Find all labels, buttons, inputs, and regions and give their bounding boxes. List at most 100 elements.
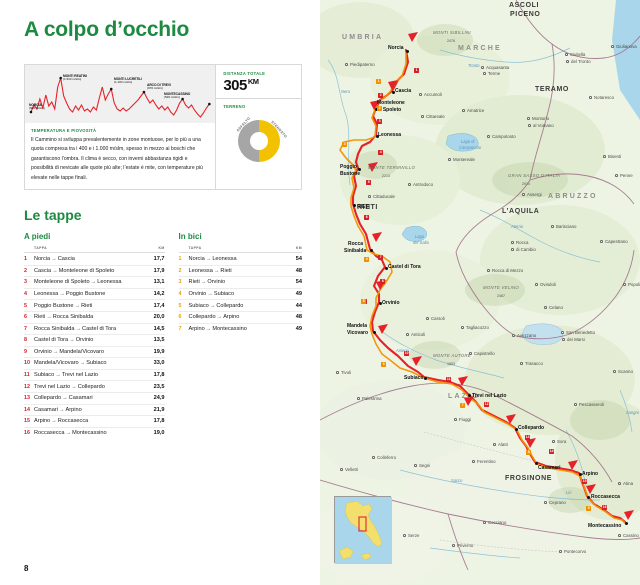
stage-name: Cascia→Monteleone di Spoleto — [34, 267, 145, 275]
distance-value: 305KM — [223, 78, 295, 93]
bike-route-line — [339, 51, 627, 525]
arrow-icon: → — [205, 256, 212, 263]
arrow-icon: → — [65, 429, 72, 436]
map-stage-badge-bike[interactable]: 6 — [381, 362, 387, 368]
list-a-piedi-title: A piedi — [24, 232, 51, 242]
terreno-block: TERRENO ASFALTO STERRATO — [216, 99, 301, 178]
stage-name: Norcia→Leonessa — [189, 255, 282, 263]
table-row[interactable]: 2 Leonessa→Rieti 48 — [178, 266, 302, 278]
stage-to: Cascia — [57, 256, 75, 263]
map-town-dot — [483, 521, 486, 524]
stage-km: 19,9 — [153, 348, 165, 355]
stage-to: Montecassino — [212, 325, 247, 332]
table-row[interactable]: 12 Trevi nel Lazio→Collepardo 23,5 — [24, 381, 165, 394]
map-route-town-dot — [370, 249, 374, 253]
map-route-town-dot — [379, 302, 383, 306]
stage-km: 49 — [295, 325, 302, 332]
stage-km: 13,5 — [153, 337, 165, 344]
table-row[interactable]: 4 Leonessa→Poggio Bustone 14,2 — [24, 289, 165, 301]
table-row[interactable]: 9 Orvinio→Mandela/Vicovaro 19,9 — [24, 347, 165, 359]
map-town-dot — [618, 482, 621, 485]
map-stage-badge-walking[interactable]: 11 — [446, 377, 452, 383]
map-town-dot — [611, 45, 614, 48]
header-km: KM — [295, 246, 302, 251]
stage-number: 4 — [24, 290, 27, 297]
table-row[interactable]: 8 Castel di Tora→Orvinio 13,5 — [24, 335, 165, 347]
table-row[interactable]: 14 Casamari→Arpino 21,9 — [24, 405, 165, 417]
stage-from: Mandela/Vicovaro — [34, 360, 79, 367]
table-row[interactable]: 4 Orvinio→Subiaco 49 — [178, 289, 302, 301]
stage-from: Norcia — [188, 256, 205, 263]
map-stage-badge-walking[interactable]: 10 — [404, 351, 410, 357]
arrow-icon: → — [55, 371, 61, 378]
stage-from: Castel di Tora — [34, 337, 69, 344]
stage-name: Rocca Sinibalda→Castel di Tora — [34, 325, 145, 333]
map-stage-badge-bike[interactable]: 5 — [361, 299, 367, 305]
map-stage-badge-walking[interactable]: 15 — [582, 479, 588, 485]
terreno-label: TERRENO — [223, 104, 246, 109]
infographic-box: NORCIA (600 m/slm) MONTI REATINI (1.510 … — [24, 64, 302, 191]
stage-name: Leonessa→Rieti — [189, 267, 282, 275]
map-stage-badge-walking[interactable]: 12 — [484, 402, 490, 408]
table-row[interactable]: 5 Subiaco→Collepardo 44 — [178, 300, 302, 312]
map-town-dot — [535, 283, 538, 286]
table-row[interactable]: 3 Monteleone di Spoleto→Leonessa 13,1 — [24, 277, 165, 289]
map-town-dot — [426, 317, 429, 320]
table-row[interactable]: 1 Norcia→Cascia 17,7 — [24, 254, 165, 266]
map-town-dot — [562, 338, 565, 341]
map-stage-badge-bike[interactable]: 1 — [376, 79, 382, 85]
stage-km: 17,8 — [153, 418, 165, 425]
stage-km: 49 — [295, 290, 302, 297]
stage-name: Collepardo→Casamari — [34, 394, 145, 402]
map-stage-badge-walking[interactable]: 6 — [364, 215, 370, 221]
map-town-dot — [552, 440, 555, 443]
stage-number: 16 — [24, 429, 30, 436]
table-row[interactable]: 2 Cascia→Monteleone di Spoleto 17,9 — [24, 266, 165, 278]
map-stage-badge-walking[interactable]: 16 — [602, 505, 608, 511]
map-stage-badge-walking[interactable]: 3 — [377, 119, 383, 125]
stage-from: Casamari — [34, 406, 58, 413]
map-stage-badge-bike[interactable]: 4 — [364, 257, 370, 263]
header-km: KM — [158, 246, 165, 251]
list-a-piedi-rows: 1 Norcia→Cascia 17,7 2 Cascia→Monteleone di … — [24, 254, 165, 438]
list-in-bici: In bici TAPPA KM 1 Norcia→Leonessa 54 2 Leon… — [178, 232, 302, 438]
arrow-icon: → — [213, 267, 220, 274]
map-stage-badge-walking[interactable]: 13 — [525, 435, 531, 441]
table-row[interactable]: 6 Rieti→Rocca Sinibalda 20,0 — [24, 312, 165, 324]
stage-number: 10 — [24, 360, 30, 367]
elev-label-peak-2: ARCO DI TREVI (970 m/slm) — [147, 83, 171, 91]
map-town-dot — [561, 331, 564, 334]
map-stage-badge-walking[interactable]: 8 — [380, 279, 386, 285]
map-town-dot — [527, 117, 530, 120]
table-row[interactable]: 3 Rieti→Orvinio 54 — [178, 277, 302, 289]
map-stage-badge-walking[interactable]: 14 — [549, 449, 555, 455]
table-row[interactable]: 6 Collepardo→Arpino 48 — [178, 312, 302, 324]
map-stage-badge-bike[interactable]: 3 — [342, 142, 348, 148]
stage-km: 19,0 — [153, 429, 165, 436]
table-row[interactable]: 13 Collepardo→Casamari 24,9 — [24, 393, 165, 405]
stage-from: Trevi nel Lazio — [34, 383, 71, 390]
map-stage-badge-walking[interactable]: 7 — [378, 255, 384, 261]
table-row[interactable]: 7 Arpino→Montecassino 49 — [179, 324, 302, 335]
table-row[interactable]: 16 Roccasecca→Montecassino 19,0 — [24, 428, 165, 439]
map-stage-badge-walking[interactable]: 4 — [378, 150, 384, 156]
table-row[interactable]: 15 Arpino→Roccasecca 17,8 — [24, 416, 165, 428]
table-row[interactable]: 1 Norcia→Leonessa 54 — [178, 254, 302, 266]
arrow-icon: → — [209, 302, 216, 309]
map-stage-badge-bike[interactable]: 9 — [586, 506, 592, 512]
map-route-town-dot — [468, 394, 472, 398]
map-stage-badge-bike[interactable]: 7 — [460, 403, 466, 409]
map-stage-badge-walking[interactable]: 2 — [378, 93, 384, 99]
header-tappa: TAPPA — [188, 246, 202, 251]
map-stage-badge-walking[interactable]: 1 — [414, 68, 420, 74]
map-stage-badge-bike[interactable]: 8 — [526, 450, 532, 456]
table-row[interactable]: 5 Poggio Bustone→Rieti 17,4 — [24, 300, 165, 312]
table-row[interactable]: 10 Mandela/Vicovaro→Subiaco 33,0 — [24, 358, 165, 370]
map-stage-badge-walking[interactable]: 5 — [366, 180, 372, 186]
stage-to: Leonessa — [97, 279, 122, 286]
map-stage-badge-bike[interactable]: 2 — [377, 106, 383, 112]
map-town-dot — [544, 306, 547, 309]
table-row[interactable]: 11 Subiaco→Trevi nel Lazio 17,8 — [24, 370, 165, 382]
table-row[interactable]: 7 Rocca Sinibalda→Castel di Tora 14,5 — [24, 324, 165, 336]
route-map[interactable]: UMBRIA MARCHE ABRUZZO LAZIO ASCOLI PICENO TERA… — [320, 0, 640, 585]
